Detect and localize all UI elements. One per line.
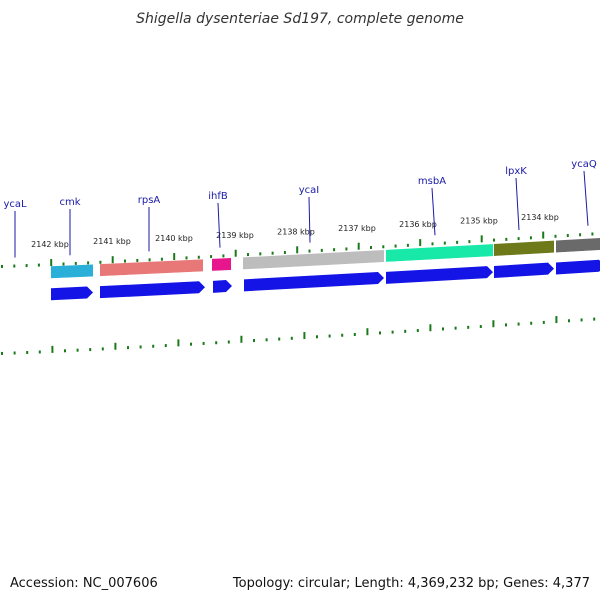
gene-feature-shadow	[51, 276, 93, 282]
gene-leader-line	[217, 202, 221, 248]
accession-text: Accession: NC_007606	[10, 576, 158, 591]
kbp-label: 2139 kbp	[216, 231, 254, 240]
gene-feature-track	[51, 237, 600, 282]
kbp-label: 2134 kbp	[521, 213, 559, 222]
gene-label: ycaI	[299, 185, 320, 196]
cds-arrow	[213, 279, 232, 293]
gene-leader-line	[515, 177, 520, 231]
gene-feature	[556, 237, 600, 253]
gene-feature	[243, 250, 384, 270]
gene-feature	[494, 240, 554, 257]
gene-feature-shadow	[556, 249, 600, 256]
gene-label: cmk	[59, 197, 80, 208]
gene-feature-shadow	[243, 262, 384, 273]
gene-feature-shadow	[386, 256, 493, 265]
gene-label: lpxK	[505, 166, 527, 177]
gene-label: rpsA	[138, 195, 161, 206]
kbp-label: 2141 kbp	[93, 237, 131, 246]
kbp-label: 2135 kbp	[460, 217, 498, 226]
cds-arrow	[556, 259, 600, 275]
outer-tick-ring	[1, 231, 594, 268]
genome-summary-text: Topology: circular; Length: 4,369,232 bp…	[232, 576, 590, 591]
kbp-label: 2142 kbp	[31, 240, 69, 249]
kbp-label: 2137 kbp	[338, 224, 376, 233]
gene-feature	[386, 244, 493, 262]
gene-feature-shadow	[494, 252, 554, 260]
gene-leader-line	[583, 170, 589, 226]
cds-arrow	[100, 281, 205, 299]
cds-arrow	[244, 272, 384, 292]
cds-arrow	[494, 262, 554, 279]
gene-feature	[100, 259, 203, 277]
gene-label: ycaL	[3, 199, 27, 210]
inner-tick-ring	[1, 316, 596, 355]
kbp-label: 2140 kbp	[155, 234, 193, 243]
gene-leader-line	[308, 196, 311, 243]
cds-track	[51, 259, 600, 301]
gene-feature-shadow	[212, 269, 231, 274]
cds-arrow	[386, 266, 493, 284]
gene-label-group: ycaL cmk rpsA ihfB ycaI msbA lpxK ycaQ	[3, 159, 597, 258]
gene-feature	[51, 264, 93, 279]
kbp-label: 2136 kbp	[399, 220, 437, 229]
genome-title: Shigella dysenteriae Sd197, complete gen…	[136, 11, 464, 27]
kbp-label-group: 2142 kbp 2141 kbp 2140 kbp 2139 kbp 2138 kbp…	[31, 213, 559, 249]
gene-label: msbA	[418, 176, 446, 187]
gene-feature-shadow	[100, 271, 203, 280]
kbp-label: 2138 kbp	[277, 227, 315, 236]
cds-arrow	[51, 286, 93, 301]
gene-feature	[212, 257, 231, 271]
gene-label: ihfB	[208, 191, 228, 202]
gene-leader-line	[431, 187, 436, 236]
gene-label: ycaQ	[571, 159, 597, 170]
